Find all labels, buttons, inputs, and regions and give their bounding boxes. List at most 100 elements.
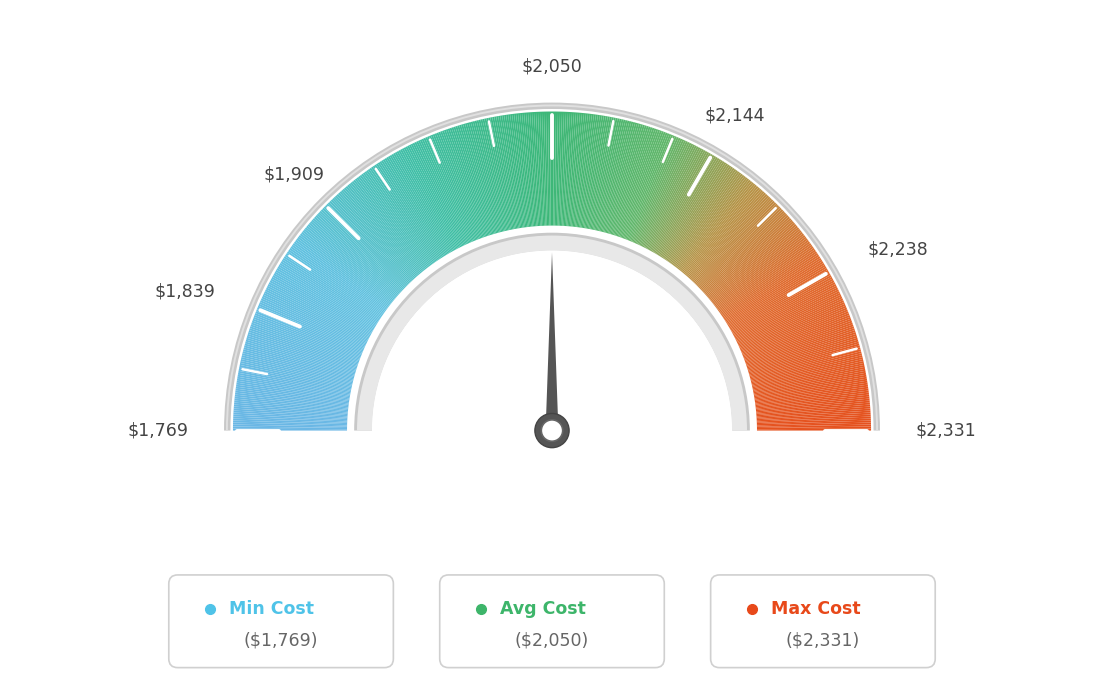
Wedge shape (402, 148, 457, 250)
Wedge shape (361, 174, 431, 266)
Wedge shape (619, 129, 658, 237)
Wedge shape (565, 112, 574, 226)
Wedge shape (268, 282, 371, 336)
Wedge shape (753, 367, 866, 391)
Wedge shape (754, 377, 867, 397)
Wedge shape (469, 122, 500, 233)
Wedge shape (576, 114, 592, 227)
Wedge shape (322, 208, 405, 288)
Text: $2,238: $2,238 (868, 241, 928, 259)
Wedge shape (566, 112, 576, 226)
Wedge shape (255, 311, 362, 355)
FancyBboxPatch shape (169, 575, 393, 668)
Text: ($2,331): ($2,331) (786, 632, 860, 650)
Wedge shape (623, 131, 664, 239)
Wedge shape (753, 365, 864, 390)
Text: $2,144: $2,144 (704, 107, 765, 125)
Wedge shape (608, 124, 641, 234)
Wedge shape (739, 300, 845, 348)
Wedge shape (535, 112, 543, 226)
Wedge shape (528, 112, 538, 226)
Wedge shape (708, 223, 795, 298)
Wedge shape (243, 351, 353, 381)
Wedge shape (583, 115, 602, 228)
Wedge shape (505, 115, 522, 228)
Wedge shape (368, 169, 435, 263)
Text: $1,909: $1,909 (264, 165, 325, 183)
Wedge shape (693, 199, 773, 283)
Wedge shape (495, 117, 517, 229)
Wedge shape (467, 123, 499, 233)
Wedge shape (259, 300, 365, 348)
Wedge shape (757, 426, 871, 429)
Wedge shape (459, 125, 493, 235)
Wedge shape (263, 295, 367, 344)
Wedge shape (317, 214, 402, 292)
Wedge shape (294, 241, 386, 310)
Wedge shape (522, 112, 534, 226)
Wedge shape (756, 417, 871, 423)
Wedge shape (585, 116, 606, 228)
Wedge shape (615, 127, 652, 236)
Wedge shape (296, 238, 389, 308)
Wedge shape (435, 133, 478, 240)
Wedge shape (751, 353, 862, 382)
Wedge shape (690, 195, 769, 280)
Wedge shape (319, 210, 403, 290)
Wedge shape (257, 306, 363, 351)
Wedge shape (754, 373, 867, 395)
Wedge shape (391, 154, 450, 253)
Wedge shape (420, 139, 468, 244)
Wedge shape (691, 197, 771, 281)
Wedge shape (514, 114, 529, 227)
Wedge shape (332, 198, 412, 282)
Wedge shape (275, 270, 375, 328)
Wedge shape (341, 190, 417, 277)
Wedge shape (233, 420, 347, 426)
Wedge shape (690, 194, 767, 279)
Wedge shape (688, 191, 764, 277)
Wedge shape (639, 142, 690, 246)
Wedge shape (454, 126, 490, 235)
Wedge shape (586, 116, 608, 229)
Wedge shape (550, 112, 552, 226)
Wedge shape (289, 248, 384, 314)
Wedge shape (516, 113, 530, 227)
Wedge shape (422, 139, 469, 244)
Wedge shape (267, 286, 370, 339)
Wedge shape (664, 164, 728, 259)
Wedge shape (236, 383, 349, 401)
Wedge shape (286, 253, 382, 317)
Wedge shape (563, 112, 572, 226)
Wedge shape (349, 184, 423, 273)
Wedge shape (714, 235, 805, 306)
Wedge shape (743, 317, 851, 359)
Wedge shape (755, 393, 869, 407)
Wedge shape (743, 315, 850, 357)
Wedge shape (648, 149, 704, 250)
Wedge shape (235, 388, 349, 405)
Wedge shape (672, 172, 741, 266)
Wedge shape (712, 232, 803, 304)
Wedge shape (560, 112, 566, 226)
Wedge shape (254, 315, 361, 357)
Wedge shape (720, 246, 814, 313)
Wedge shape (736, 293, 840, 344)
Wedge shape (710, 227, 799, 301)
Wedge shape (275, 272, 374, 330)
Wedge shape (733, 282, 836, 336)
Wedge shape (671, 171, 740, 265)
Wedge shape (705, 219, 793, 296)
Wedge shape (640, 143, 691, 246)
Wedge shape (373, 166, 438, 261)
Wedge shape (570, 112, 582, 226)
Wedge shape (540, 112, 545, 226)
Wedge shape (266, 288, 369, 339)
Wedge shape (316, 215, 401, 293)
Wedge shape (233, 422, 347, 426)
Wedge shape (558, 112, 562, 226)
Wedge shape (282, 259, 379, 322)
Wedge shape (721, 250, 816, 315)
Wedge shape (238, 371, 351, 393)
Wedge shape (383, 159, 444, 257)
